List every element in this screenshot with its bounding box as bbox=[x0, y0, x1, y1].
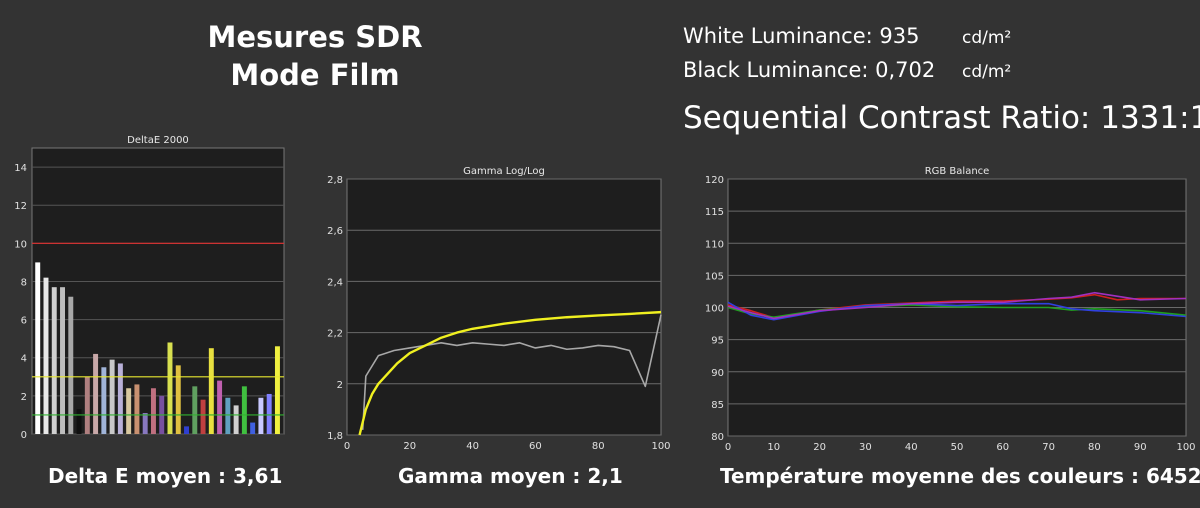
y-tick-label: 2,8 bbox=[327, 175, 343, 186]
title-line-1: Mesures SDR bbox=[207, 20, 423, 54]
x-tick-label: 20 bbox=[813, 442, 826, 453]
y-tick-label: 2,6 bbox=[327, 226, 343, 237]
bar bbox=[250, 422, 256, 434]
bar bbox=[109, 359, 115, 434]
title-line-2: Mode Film bbox=[230, 58, 400, 92]
page-title: Mesures SDR Mode Film bbox=[150, 18, 480, 94]
white-luminance: White Luminance: 935 bbox=[683, 24, 920, 48]
x-tick-label: 40 bbox=[905, 442, 918, 453]
y-tick-label: 100 bbox=[705, 304, 724, 315]
y-tick-label: 8 bbox=[21, 277, 27, 288]
x-tick-label: 100 bbox=[651, 441, 670, 452]
bar bbox=[208, 348, 214, 434]
black-luminance: Black Luminance: 0,702 bbox=[683, 58, 936, 82]
x-tick-label: 80 bbox=[1088, 442, 1101, 453]
x-tick-label: 30 bbox=[859, 442, 872, 453]
bar bbox=[43, 277, 49, 434]
bar bbox=[192, 386, 198, 434]
x-tick-label: 0 bbox=[725, 442, 731, 453]
chart-title-2: Gamma Log/Log bbox=[463, 166, 545, 177]
bar bbox=[68, 296, 74, 434]
x-tick-label: 10 bbox=[767, 442, 780, 453]
series-line-2 bbox=[727, 301, 1187, 321]
gamma-caption: Gamma moyen : 2,1 bbox=[398, 464, 623, 488]
bar bbox=[101, 367, 107, 434]
bar bbox=[126, 388, 132, 434]
y-tick-label: 80 bbox=[711, 432, 724, 443]
bar bbox=[233, 405, 239, 434]
y-tick-label: 115 bbox=[705, 207, 724, 218]
series-line-3 bbox=[727, 291, 1187, 320]
black-luminance-unit: cd/m² bbox=[962, 62, 1012, 82]
temperature-caption: Température moyenne des couleurs : 6452 … bbox=[720, 464, 1200, 488]
contrast-ratio: Sequential Contrast Ratio: 1331:1 bbox=[683, 100, 1200, 136]
y-tick-label: 120 bbox=[705, 175, 724, 186]
y-tick-label: 110 bbox=[705, 239, 724, 250]
x-tick-label: 50 bbox=[951, 442, 964, 453]
y-tick-label: 14 bbox=[14, 163, 27, 174]
y-tick-label: 4 bbox=[21, 354, 27, 365]
bar bbox=[274, 346, 280, 434]
y-tick-label: 6 bbox=[21, 316, 27, 327]
bar bbox=[51, 287, 57, 434]
plot-area-2 bbox=[346, 178, 662, 436]
y-tick-label: 105 bbox=[705, 271, 724, 282]
chart-title-1: DeltaE 2000 bbox=[127, 135, 189, 146]
bar bbox=[217, 380, 223, 434]
y-tick-label: 1,8 bbox=[327, 431, 343, 442]
bar bbox=[35, 262, 41, 434]
bar bbox=[76, 409, 82, 434]
series-line-1 bbox=[358, 310, 662, 436]
bar bbox=[184, 426, 189, 434]
y-tick-label: 0 bbox=[21, 430, 27, 441]
bar bbox=[225, 397, 231, 434]
bar bbox=[167, 342, 173, 434]
bar bbox=[241, 386, 247, 434]
bar bbox=[175, 365, 181, 434]
x-tick-label: 90 bbox=[1134, 442, 1147, 453]
y-tick-label: 2 bbox=[21, 392, 27, 403]
bar bbox=[150, 388, 156, 434]
x-tick-label: 100 bbox=[1176, 442, 1195, 453]
bar bbox=[93, 353, 99, 434]
bar bbox=[258, 397, 264, 434]
bar bbox=[142, 413, 148, 434]
bar bbox=[200, 399, 206, 434]
bar bbox=[60, 287, 65, 434]
x-tick-label: 60 bbox=[529, 441, 542, 452]
x-tick-label: 60 bbox=[996, 442, 1009, 453]
y-tick-label: 85 bbox=[711, 400, 724, 411]
chart-title-3: RGB Balance bbox=[925, 166, 990, 177]
series-line-0 bbox=[361, 314, 662, 430]
bar bbox=[117, 363, 123, 434]
y-tick-label: 2 bbox=[337, 380, 343, 391]
y-tick-label: 95 bbox=[711, 336, 724, 347]
y-tick-label: 2,4 bbox=[327, 277, 343, 288]
x-tick-label: 20 bbox=[403, 441, 416, 452]
y-tick-label: 90 bbox=[711, 368, 724, 379]
x-tick-label: 40 bbox=[466, 441, 479, 452]
bar bbox=[134, 384, 140, 434]
deltae-caption: Delta E moyen : 3,61 bbox=[48, 464, 283, 488]
bar bbox=[266, 393, 272, 434]
white-luminance-unit: cd/m² bbox=[962, 28, 1012, 48]
bar bbox=[84, 376, 90, 434]
x-tick-label: 70 bbox=[1042, 442, 1055, 453]
x-tick-label: 0 bbox=[344, 441, 350, 452]
x-tick-label: 80 bbox=[592, 441, 605, 452]
series-line-1 bbox=[727, 304, 1187, 318]
y-tick-label: 12 bbox=[14, 201, 27, 212]
y-tick-label: 10 bbox=[14, 239, 27, 250]
y-tick-label: 2,2 bbox=[327, 329, 343, 340]
